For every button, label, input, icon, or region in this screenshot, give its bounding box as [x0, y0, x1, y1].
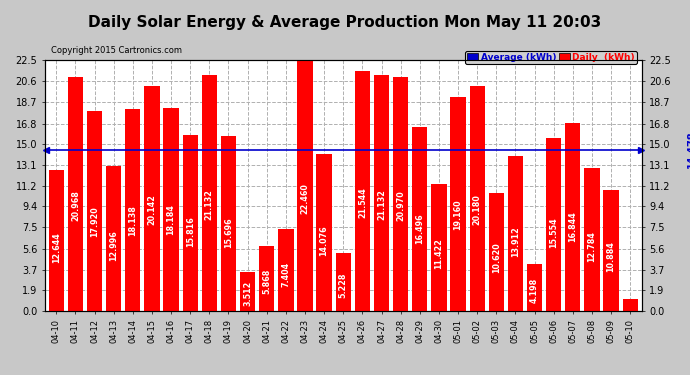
Bar — [106, 166, 121, 311]
Text: 11.422: 11.422 — [435, 238, 444, 269]
Text: 12.996: 12.996 — [109, 231, 118, 261]
Text: 13.912: 13.912 — [511, 226, 520, 257]
Text: 16.844: 16.844 — [569, 211, 578, 242]
Bar — [489, 193, 504, 311]
Text: 22.460: 22.460 — [301, 183, 310, 214]
Bar — [68, 77, 83, 311]
Text: 20.180: 20.180 — [473, 194, 482, 225]
Bar — [335, 253, 351, 311]
Bar — [183, 135, 198, 311]
Text: Copyright 2015 Cartronics.com: Copyright 2015 Cartronics.com — [51, 46, 182, 55]
Text: 12.644: 12.644 — [52, 232, 61, 263]
Text: 14.478: 14.478 — [687, 131, 690, 168]
Text: 18.138: 18.138 — [128, 205, 137, 236]
Bar — [622, 299, 638, 311]
Text: 20.968: 20.968 — [71, 190, 80, 221]
Text: 7.404: 7.404 — [282, 261, 290, 286]
Bar — [469, 86, 485, 311]
Bar — [355, 70, 370, 311]
Bar — [144, 86, 159, 311]
Bar — [584, 168, 600, 311]
Bar — [412, 127, 427, 311]
Bar — [164, 108, 179, 311]
Text: 19.160: 19.160 — [453, 200, 462, 230]
Text: 3.512: 3.512 — [243, 281, 252, 306]
Text: 21.544: 21.544 — [358, 188, 367, 218]
Legend: Average (kWh), Daily  (kWh): Average (kWh), Daily (kWh) — [465, 51, 637, 64]
Text: 21.132: 21.132 — [205, 190, 214, 220]
Text: Daily Solar Energy & Average Production Mon May 11 20:03: Daily Solar Energy & Average Production … — [88, 15, 602, 30]
Bar — [125, 109, 141, 311]
Bar — [431, 184, 446, 311]
Bar — [259, 246, 275, 311]
Text: 16.496: 16.496 — [415, 213, 424, 244]
Bar — [278, 229, 293, 311]
Text: 4.198: 4.198 — [530, 278, 539, 303]
Text: 21.132: 21.132 — [377, 190, 386, 220]
Text: 18.184: 18.184 — [166, 204, 176, 236]
Bar — [297, 60, 313, 311]
Bar — [565, 123, 580, 311]
Text: 20.970: 20.970 — [396, 190, 405, 221]
Text: 17.920: 17.920 — [90, 206, 99, 237]
Bar — [87, 111, 102, 311]
Bar — [374, 75, 389, 311]
Text: 10.620: 10.620 — [492, 243, 501, 273]
Text: 20.142: 20.142 — [148, 195, 157, 225]
Bar — [604, 190, 619, 311]
Bar — [451, 97, 466, 311]
Bar — [201, 75, 217, 311]
Text: 15.696: 15.696 — [224, 217, 233, 248]
Text: 12.784: 12.784 — [587, 232, 596, 262]
Bar — [527, 264, 542, 311]
Bar — [49, 170, 64, 311]
Bar — [221, 136, 236, 311]
Bar — [508, 156, 523, 311]
Bar — [393, 77, 408, 311]
Text: 15.816: 15.816 — [186, 216, 195, 247]
Text: 5.228: 5.228 — [339, 272, 348, 298]
Bar — [240, 272, 255, 311]
Text: 15.554: 15.554 — [549, 218, 558, 248]
Text: 5.868: 5.868 — [262, 269, 271, 294]
Text: 10.884: 10.884 — [607, 241, 615, 272]
Bar — [317, 154, 332, 311]
Bar — [546, 138, 562, 311]
Text: 14.076: 14.076 — [319, 225, 328, 256]
